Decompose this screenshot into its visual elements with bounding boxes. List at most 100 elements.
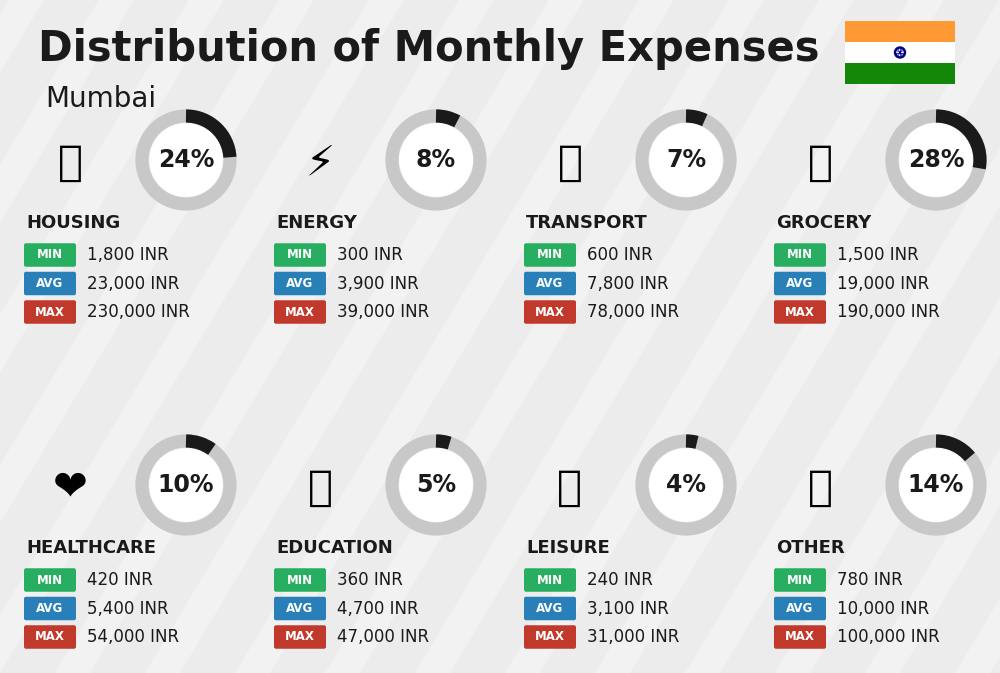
Text: 4,700 INR: 4,700 INR	[337, 600, 419, 618]
Text: 🛒: 🛒	[807, 142, 832, 184]
Text: MIN: MIN	[287, 248, 313, 262]
FancyBboxPatch shape	[845, 42, 955, 63]
Polygon shape	[270, 0, 729, 673]
Text: 240 INR: 240 INR	[587, 571, 653, 589]
Polygon shape	[0, 0, 279, 673]
Text: 19,000 INR: 19,000 INR	[837, 275, 929, 293]
Text: ⚡: ⚡	[305, 142, 335, 184]
Text: HOUSING: HOUSING	[26, 214, 120, 232]
FancyBboxPatch shape	[24, 625, 76, 649]
FancyBboxPatch shape	[274, 625, 326, 649]
Text: MAX: MAX	[285, 306, 315, 318]
Text: AVG: AVG	[286, 602, 314, 615]
Text: AVG: AVG	[36, 602, 64, 615]
FancyBboxPatch shape	[524, 597, 576, 621]
Text: 🛍️: 🛍️	[557, 467, 582, 509]
Text: TRANSPORT: TRANSPORT	[526, 214, 648, 232]
Text: Mumbai: Mumbai	[45, 85, 156, 113]
Circle shape	[895, 47, 906, 58]
Polygon shape	[720, 0, 1000, 673]
FancyBboxPatch shape	[274, 243, 326, 267]
Text: 10%: 10%	[158, 473, 214, 497]
Circle shape	[897, 50, 903, 56]
Polygon shape	[810, 0, 1000, 673]
FancyBboxPatch shape	[524, 300, 576, 324]
Polygon shape	[360, 0, 819, 673]
Text: AVG: AVG	[36, 277, 64, 290]
Circle shape	[399, 123, 473, 197]
Text: EDUCATION: EDUCATION	[276, 539, 393, 557]
Text: MAX: MAX	[535, 631, 565, 643]
Text: AVG: AVG	[786, 277, 814, 290]
Text: 4%: 4%	[666, 473, 706, 497]
Text: 28%: 28%	[908, 148, 964, 172]
Text: AVG: AVG	[286, 277, 314, 290]
Text: 3,900 INR: 3,900 INR	[337, 275, 419, 293]
Text: MAX: MAX	[35, 306, 65, 318]
Text: 300 INR: 300 INR	[337, 246, 403, 264]
Polygon shape	[0, 0, 99, 673]
Text: 14%: 14%	[908, 473, 964, 497]
Text: ❤️: ❤️	[53, 467, 87, 509]
Text: 100,000 INR: 100,000 INR	[837, 628, 940, 646]
Text: 23,000 INR: 23,000 INR	[87, 275, 179, 293]
Text: 39,000 INR: 39,000 INR	[337, 303, 429, 321]
Polygon shape	[0, 0, 189, 673]
Circle shape	[149, 448, 223, 522]
Circle shape	[649, 123, 723, 197]
FancyBboxPatch shape	[274, 568, 326, 592]
Polygon shape	[540, 0, 999, 673]
Text: AVG: AVG	[536, 602, 564, 615]
Text: 600 INR: 600 INR	[587, 246, 653, 264]
FancyBboxPatch shape	[524, 272, 576, 295]
FancyBboxPatch shape	[524, 625, 576, 649]
Text: 5%: 5%	[416, 473, 456, 497]
Text: AVG: AVG	[786, 602, 814, 615]
Polygon shape	[0, 0, 9, 673]
FancyBboxPatch shape	[524, 243, 576, 267]
FancyBboxPatch shape	[274, 597, 326, 621]
Text: 24%: 24%	[158, 148, 214, 172]
Circle shape	[899, 448, 973, 522]
Text: ENERGY: ENERGY	[276, 214, 357, 232]
Text: 💰: 💰	[807, 467, 832, 509]
Circle shape	[149, 123, 223, 197]
Text: MIN: MIN	[37, 248, 63, 262]
Polygon shape	[180, 0, 639, 673]
Text: 3,100 INR: 3,100 INR	[587, 600, 669, 618]
Polygon shape	[90, 0, 549, 673]
Text: 47,000 INR: 47,000 INR	[337, 628, 429, 646]
Polygon shape	[450, 0, 909, 673]
Text: 🚌: 🚌	[557, 142, 582, 184]
FancyBboxPatch shape	[845, 63, 955, 84]
FancyBboxPatch shape	[774, 300, 826, 324]
Text: 360 INR: 360 INR	[337, 571, 403, 589]
Text: MAX: MAX	[785, 306, 815, 318]
Text: 31,000 INR: 31,000 INR	[587, 628, 679, 646]
Text: 10,000 INR: 10,000 INR	[837, 600, 929, 618]
Text: MIN: MIN	[537, 248, 563, 262]
Text: 🎓: 🎓	[308, 467, 332, 509]
Text: 7%: 7%	[666, 148, 706, 172]
Text: MIN: MIN	[37, 573, 63, 586]
Text: Distribution of Monthly Expenses: Distribution of Monthly Expenses	[38, 28, 820, 70]
Text: MAX: MAX	[35, 631, 65, 643]
FancyBboxPatch shape	[274, 300, 326, 324]
Text: MAX: MAX	[285, 631, 315, 643]
FancyBboxPatch shape	[524, 568, 576, 592]
FancyBboxPatch shape	[774, 625, 826, 649]
Text: 54,000 INR: 54,000 INR	[87, 628, 179, 646]
Text: AVG: AVG	[536, 277, 564, 290]
FancyBboxPatch shape	[774, 243, 826, 267]
Circle shape	[899, 123, 973, 197]
Text: 1,800 INR: 1,800 INR	[87, 246, 169, 264]
Polygon shape	[0, 0, 369, 673]
FancyBboxPatch shape	[24, 568, 76, 592]
Polygon shape	[990, 0, 1000, 673]
FancyBboxPatch shape	[774, 597, 826, 621]
Text: 420 INR: 420 INR	[87, 571, 153, 589]
Text: LEISURE: LEISURE	[526, 539, 610, 557]
Polygon shape	[900, 0, 1000, 673]
Text: 78,000 INR: 78,000 INR	[587, 303, 679, 321]
FancyBboxPatch shape	[774, 272, 826, 295]
